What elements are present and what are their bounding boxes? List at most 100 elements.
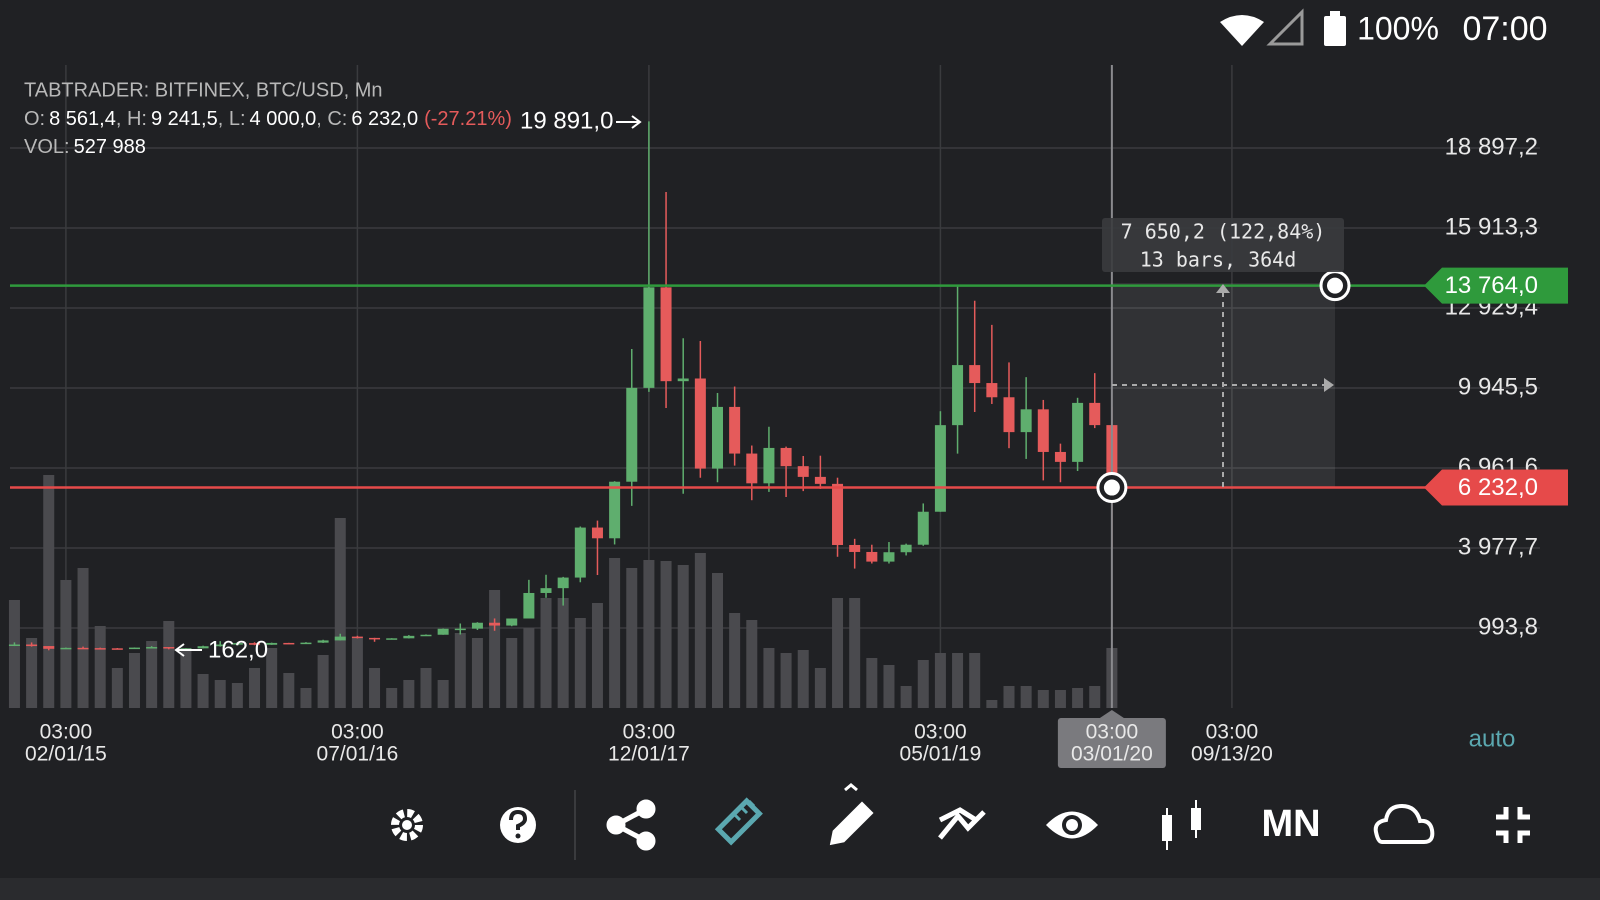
ruler-button[interactable]	[714, 797, 763, 846]
candle-body	[77, 647, 89, 650]
candle-body	[386, 638, 398, 640]
y-tick-label: 9 945,5	[1458, 373, 1538, 400]
candle-body	[832, 483, 844, 545]
volume-bar	[214, 680, 226, 708]
candle-body	[626, 387, 638, 482]
candle-body	[986, 383, 998, 398]
volume-bar	[1003, 686, 1015, 708]
volume-bar	[626, 568, 638, 708]
volume-bar	[437, 680, 449, 708]
volume-bar	[8, 600, 20, 708]
bottom-bar	[0, 878, 1600, 900]
volume-bar	[574, 618, 586, 708]
price-tag-label: 13 764,0	[1445, 272, 1538, 299]
x-tick-time: 03:00	[914, 721, 967, 744]
candle-body	[917, 511, 929, 545]
volume-bar	[111, 668, 123, 708]
battery-icon	[1324, 16, 1346, 46]
volume-bar	[832, 598, 844, 708]
candle-body	[317, 640, 329, 643]
candle-body	[746, 453, 758, 484]
candle-body	[351, 636, 363, 639]
settings-button[interactable]	[391, 809, 423, 841]
cloud-button[interactable]	[1373, 803, 1435, 844]
timeframe-button[interactable]: MN	[1261, 803, 1320, 845]
draw-button[interactable]	[829, 783, 874, 846]
y-tick-label: 15 913,3	[1445, 213, 1538, 240]
volume-bar	[540, 598, 552, 708]
candle-body	[454, 628, 466, 631]
candle-body	[557, 577, 569, 589]
candle-body	[128, 647, 140, 650]
scale-mode[interactable]: auto	[1469, 725, 1516, 752]
candle-body	[489, 622, 501, 626]
ohlc-label: , C:	[316, 108, 347, 130]
chart-type-button[interactable]	[1162, 800, 1201, 850]
volume-bar	[334, 518, 346, 708]
candle-body	[197, 646, 209, 649]
volume-bar	[660, 561, 672, 708]
max-arrow	[616, 115, 642, 129]
candle-body	[43, 646, 55, 649]
volume-bar	[197, 674, 209, 708]
ohlc-label: , L:	[218, 108, 246, 130]
change: (-27.21%)	[424, 108, 512, 130]
wifi-icon	[1220, 15, 1264, 46]
candle-body	[334, 636, 346, 641]
volume-bar	[369, 668, 381, 708]
min-label: 162,0	[208, 636, 268, 663]
help-button[interactable]	[500, 807, 536, 843]
volume-value: 527 988	[74, 136, 146, 158]
volume-bar	[1020, 686, 1032, 708]
candle-body	[300, 642, 312, 645]
x-tick-time: 03:00	[1206, 721, 1259, 744]
volume-bar	[986, 700, 998, 708]
max-label: 19 891,0	[520, 107, 613, 134]
candle-body	[729, 406, 741, 454]
candle-body	[283, 642, 295, 645]
volume-bar	[814, 668, 826, 708]
volume-layer	[8, 475, 1118, 708]
candle-body	[249, 643, 261, 645]
view-button[interactable]	[1046, 811, 1098, 839]
volume-bar	[60, 580, 72, 708]
volume-bar	[866, 658, 878, 708]
candle-body	[214, 644, 226, 647]
price-tag-label: 6 232,0	[1458, 474, 1538, 501]
volume-bar	[94, 626, 106, 708]
ruler-tooltip	[1102, 218, 1344, 272]
ohlc-value: 8 561,4	[49, 108, 116, 130]
x-tick-time: 03:00	[331, 721, 384, 744]
candle-body	[1054, 451, 1066, 462]
candle-body	[934, 425, 946, 512]
volume-bar	[643, 560, 655, 708]
min-arrow	[174, 643, 202, 657]
volume-bar	[43, 475, 55, 708]
volume-label: VOL:	[24, 136, 70, 158]
signal-icon	[1266, 8, 1304, 46]
indicators-button[interactable]	[938, 807, 986, 840]
ohlc-label: O:	[24, 108, 45, 130]
fullscreen-button[interactable]	[1496, 807, 1530, 843]
candle-body	[523, 592, 535, 619]
candle-body	[94, 648, 106, 650]
volume-bar	[969, 653, 981, 708]
volume-bar	[1072, 688, 1084, 708]
volume-bar	[471, 638, 483, 708]
ohlc-line: O: 8 561,4, H: 9 241,5, L: 4 000,0, C: 6 232…	[24, 108, 512, 130]
volume-bar	[351, 638, 363, 708]
candle-body	[403, 635, 415, 639]
candle-body	[506, 618, 518, 626]
volume-bar	[26, 638, 38, 708]
ruler-change: 7 650,2 (122,84%)	[1121, 220, 1326, 244]
volume-bar	[849, 598, 861, 708]
share-button[interactable]	[606, 799, 656, 851]
volume-bar	[180, 648, 192, 708]
volume-bar	[386, 688, 398, 708]
candle-body	[1089, 402, 1101, 426]
candle-body	[866, 551, 878, 562]
volume-bar	[128, 653, 140, 708]
volume-bar	[763, 648, 775, 708]
candle-body	[8, 644, 20, 647]
